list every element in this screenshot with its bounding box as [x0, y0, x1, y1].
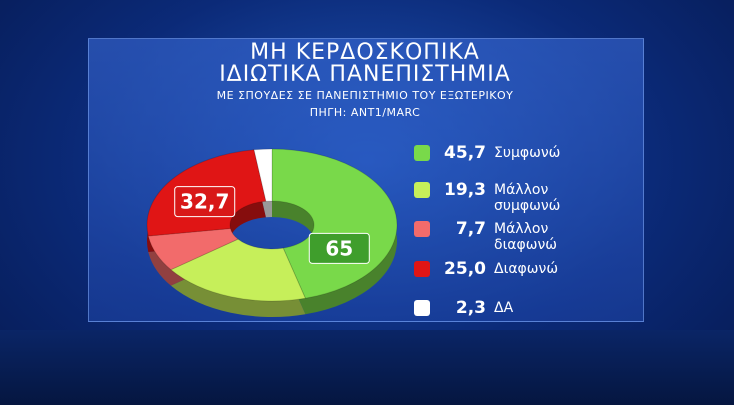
title-line: ΙΔΙΩΤΙΚΑ ΠΑΝΕΠΙΣΤΗΜΙΑ — [219, 62, 511, 87]
floor — [0, 330, 734, 405]
legend-swatch — [414, 300, 430, 316]
group-label: 65 — [325, 236, 353, 260]
slice — [169, 238, 307, 302]
slice — [147, 227, 239, 271]
legend-label: Συμφωνώ — [494, 145, 561, 161]
legend-swatch — [414, 261, 430, 277]
legend-item: 7,7 Μάλλον διαφωνώ — [414, 219, 574, 253]
legend-label: Διαφωνώ — [494, 261, 559, 277]
legend-item: 19,3 Μάλλον συμφωνώ — [414, 180, 574, 214]
group-label-box — [174, 186, 236, 218]
legend-value: 25,0 — [444, 259, 486, 279]
legend-value: 45,7 — [444, 143, 486, 163]
slice — [253, 148, 273, 202]
legend-value: 19,3 — [444, 180, 486, 200]
legend-swatch — [414, 221, 430, 237]
legend-label: ΔΑ — [494, 300, 514, 316]
source: ΠΗΓΗ: ANT1/MARC — [309, 106, 421, 119]
legend-value: 7,7 — [455, 219, 486, 239]
legend-item: 45,7 Συμφωνώ — [414, 143, 574, 163]
group-label: 32,7 — [180, 190, 229, 214]
legend-value: 2,3 — [455, 298, 486, 318]
legend-swatch — [414, 182, 430, 198]
legend-label: Μάλλον διαφωνώ — [494, 221, 558, 253]
title-line: ΜΗ ΚΕΡΔΟΣΚΟΠΙΚΑ — [250, 40, 480, 65]
legend-label: Μάλλον συμφωνώ — [494, 182, 561, 214]
subtitle: ΜΕ ΣΠΟΥΔΕΣ ΣΕ ΠΑΝΕΠΙΣΤΗΜΙΟ ΤΟΥ ΕΞΩΤΕΡΙΚΟ… — [216, 89, 514, 102]
group-label-box — [308, 232, 370, 264]
legend-swatch — [414, 145, 430, 161]
legend-item: 25,0 Διαφωνώ — [414, 259, 574, 279]
legend-item: 2,3 ΔΑ — [414, 298, 574, 318]
